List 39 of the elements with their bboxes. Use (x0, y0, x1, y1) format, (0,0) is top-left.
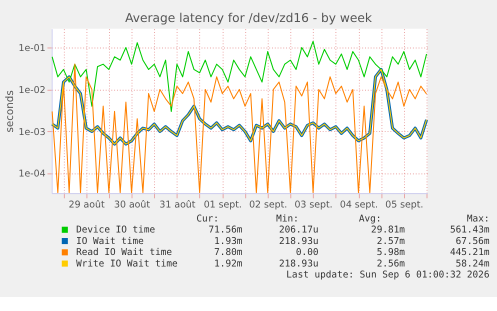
text: 2.56m (376, 258, 406, 270)
text: 218.93u (278, 236, 318, 247)
text: 58.24m (456, 258, 490, 270)
text: Last update: Sun Sep 6 01:00:32 2026 (286, 270, 490, 281)
text: 561.43m (450, 224, 490, 236)
text: 7.80m (214, 247, 243, 258)
y-tick-label: 1e-03 (18, 126, 46, 138)
text: 29.81m (371, 224, 406, 236)
text: Min: (276, 213, 299, 224)
chart-title: Average latency for /dev/zd16 - by week (125, 11, 373, 26)
x-tick-label: 05 sept. (385, 200, 424, 211)
text: Cur: (196, 213, 219, 224)
y-tick-label: 1e-01 (18, 42, 46, 54)
text: 206.17u (278, 224, 318, 236)
text: 0.00 (296, 247, 319, 258)
x-tick-label: 02 sept. (249, 200, 288, 211)
legend-label: Write IO Wait time (76, 258, 178, 270)
x-tick-label: 30 août (114, 200, 150, 211)
text: Max: (466, 213, 490, 224)
text: 5.98m (376, 247, 406, 258)
x-tick-label: 03 sept. (294, 200, 333, 211)
x-tick-label: 01 sept. (204, 200, 242, 211)
text: 1.92m (214, 258, 243, 270)
y-tick-label: 1e-02 (18, 84, 46, 96)
legend-label: IO Wait time (76, 236, 144, 247)
x-tick-label: 29 août (68, 200, 105, 211)
text: 218.93u (278, 258, 318, 270)
text: 67.56m (456, 236, 490, 247)
legend-label: Device IO time (76, 224, 156, 236)
text: 2.57m (376, 236, 406, 247)
legend-label: Read IO Wait time (76, 247, 172, 258)
y-tick-label: 1e-04 (18, 168, 46, 180)
y-axis-title: seconds (4, 90, 16, 132)
text: 71.56m (208, 224, 243, 236)
x-tick-label: 31 août (159, 200, 196, 211)
text: 445.21m (450, 247, 490, 258)
text: Avg: (358, 213, 382, 224)
text: 1.93m (214, 236, 243, 247)
x-tick-label: 04 sept. (340, 200, 378, 211)
